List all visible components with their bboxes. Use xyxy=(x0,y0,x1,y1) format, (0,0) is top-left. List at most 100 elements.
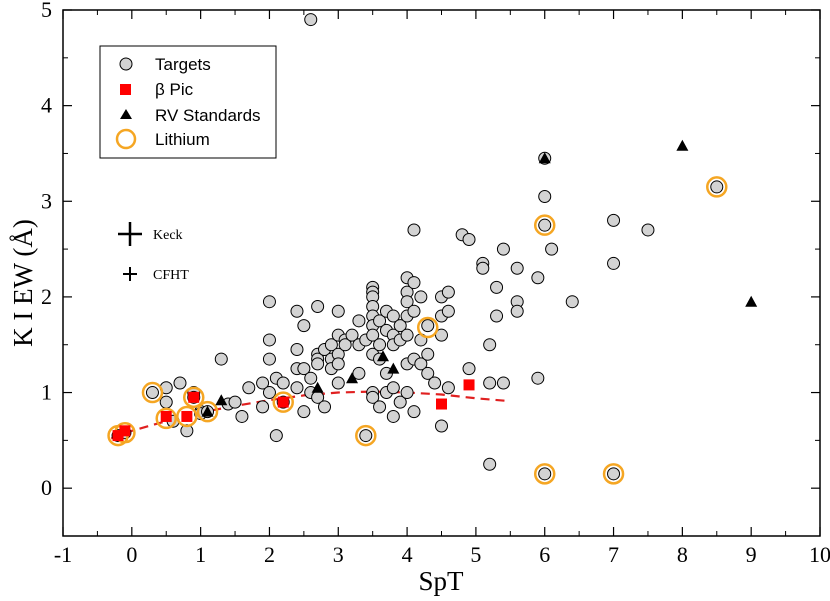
targets-layer xyxy=(111,13,724,481)
target-point xyxy=(366,328,380,342)
target-point xyxy=(393,395,407,409)
target-point xyxy=(435,328,448,342)
target-point xyxy=(407,405,421,419)
beta-pic-layer xyxy=(112,379,475,442)
target-point xyxy=(496,242,510,256)
lithium-layer xyxy=(107,176,728,485)
rv-standard-point xyxy=(676,139,689,151)
target-point xyxy=(256,376,270,390)
target-point xyxy=(297,405,311,419)
target-point xyxy=(145,386,159,400)
target-point xyxy=(311,357,325,371)
beta-pic-point xyxy=(181,410,193,422)
x-tick-label: 3 xyxy=(333,542,344,567)
target-point xyxy=(331,376,345,390)
target-point xyxy=(538,189,552,203)
x-tick-label: -1 xyxy=(54,542,72,567)
legend-rv-standards-marker-icon xyxy=(120,109,132,119)
target-point xyxy=(441,285,455,299)
rv-standard-point xyxy=(311,381,324,393)
target-point xyxy=(407,223,421,237)
cfht-plus-icon xyxy=(123,267,137,281)
target-point xyxy=(352,314,366,328)
target-point xyxy=(565,295,579,309)
rv-standards-layer xyxy=(201,139,758,417)
axes-layer: -1 0 1 2 3 4 5 6 7 8 9 10 0 1 2 3 4 5 xyxy=(41,0,830,567)
target-point xyxy=(510,304,524,318)
x-tick-label: 4 xyxy=(402,542,413,567)
beta-pic-point xyxy=(188,391,200,403)
target-point xyxy=(373,314,387,328)
beta-pic-point xyxy=(436,398,447,410)
target-point xyxy=(483,376,497,390)
target-point xyxy=(345,328,359,342)
lithium-point xyxy=(196,400,219,423)
target-point xyxy=(262,352,276,366)
fit-curve xyxy=(110,390,511,440)
instrument-key: Keck CFHT xyxy=(118,222,189,283)
lithium-point xyxy=(416,316,439,339)
target-point xyxy=(359,429,373,443)
beta-pic-point xyxy=(112,430,124,442)
legend-targets-label: Targets xyxy=(155,55,211,74)
target-point xyxy=(324,338,338,352)
target-point xyxy=(386,409,400,423)
target-point xyxy=(304,371,318,385)
target-point xyxy=(607,213,621,227)
target-point xyxy=(352,366,366,380)
beta-pic-point xyxy=(277,396,289,408)
x-tick-label: 10 xyxy=(809,542,830,567)
target-point xyxy=(435,419,448,433)
target-point xyxy=(366,390,380,404)
legend-beta-pic-marker-icon xyxy=(120,84,131,95)
beta-pic-point xyxy=(463,379,475,391)
lithium-point xyxy=(533,214,556,236)
target-point xyxy=(407,276,421,290)
target-point xyxy=(441,381,455,395)
target-point xyxy=(607,467,621,481)
y-tick-label: 4 xyxy=(41,93,52,118)
target-point xyxy=(414,290,428,304)
target-point xyxy=(373,400,387,414)
rv-standard-point xyxy=(538,152,551,164)
target-point xyxy=(531,371,545,385)
target-point xyxy=(483,457,497,471)
target-point xyxy=(262,386,276,400)
rv-standard-point xyxy=(215,394,228,406)
y-tick-label: 3 xyxy=(41,188,52,213)
target-point xyxy=(159,395,173,409)
target-point xyxy=(483,338,497,352)
x-tick-label: 5 xyxy=(470,542,481,567)
rv-standard-point xyxy=(377,350,390,362)
beta-pic-point xyxy=(119,425,131,437)
target-point xyxy=(373,338,387,352)
keck-label: Keck xyxy=(153,228,183,243)
target-point xyxy=(331,357,345,371)
target-point xyxy=(338,338,352,352)
y-tick-label: 2 xyxy=(41,284,52,309)
target-point xyxy=(538,467,552,481)
keck-plus-icon xyxy=(118,222,142,246)
x-tick-label: 0 xyxy=(126,542,137,567)
target-point xyxy=(290,343,304,357)
lithium-point xyxy=(176,405,198,428)
target-point xyxy=(290,381,304,395)
target-point xyxy=(318,400,332,414)
target-point xyxy=(441,304,455,318)
lithium-point xyxy=(155,407,177,430)
target-point xyxy=(476,261,490,275)
target-point xyxy=(276,376,290,390)
lithium-point xyxy=(183,386,205,409)
target-point xyxy=(235,409,249,423)
x-tick-label: 2 xyxy=(264,542,275,567)
target-point xyxy=(297,319,311,333)
target-point xyxy=(428,376,442,390)
target-point xyxy=(510,261,524,275)
target-point xyxy=(228,395,242,409)
y-tick-label: 1 xyxy=(41,380,52,405)
lithium-point xyxy=(272,391,294,413)
target-point xyxy=(400,295,414,309)
legend-targets-marker-icon xyxy=(119,57,133,71)
lithium-point xyxy=(533,463,556,485)
